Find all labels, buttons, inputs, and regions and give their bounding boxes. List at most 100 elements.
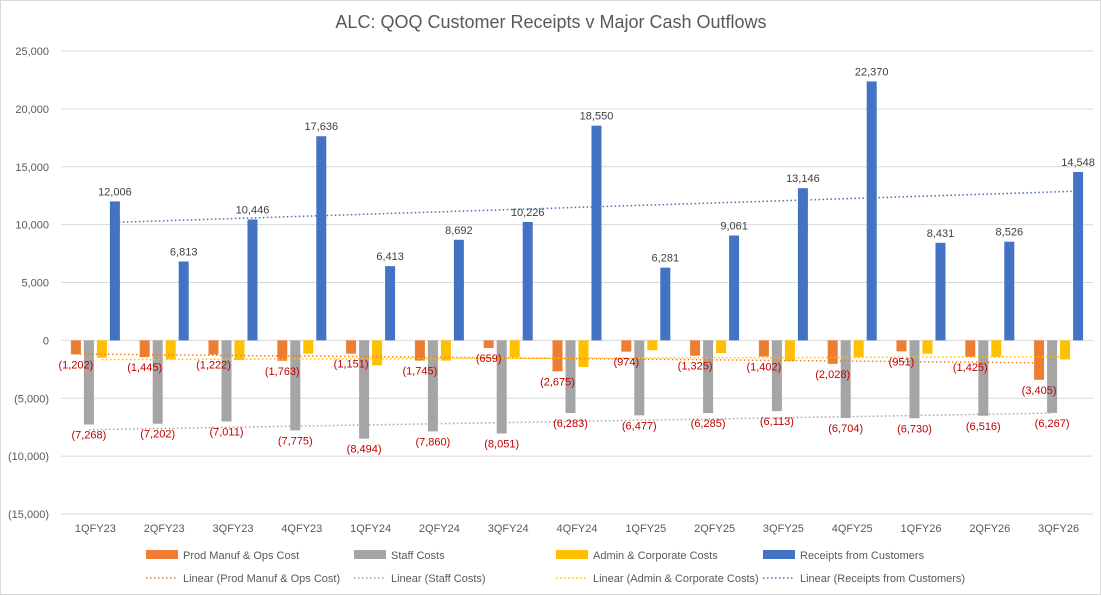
y-axis-ticks: 25,000 20,000 15,000 10,000 5,000 0 (5,000) (10…	[8, 46, 49, 521]
data-label: (1,763)	[265, 366, 300, 378]
x-tick-label: 3QFY23	[213, 523, 254, 535]
bar-staff-costs	[703, 340, 714, 414]
data-label: (7,011)	[209, 427, 243, 439]
y-tick-label: 0	[43, 335, 49, 347]
legend-entry: Prod Manuf & Ops Cost	[183, 550, 299, 562]
data-label: (1,402)	[746, 362, 781, 374]
data-label: (7,202)	[140, 429, 175, 441]
bar-receipts-from-customers	[316, 136, 327, 341]
data-label: 6,281	[652, 253, 680, 265]
x-tick-label: 1QFY24	[350, 523, 391, 535]
data-label: 10,446	[236, 204, 270, 216]
chart-title: ALC: QOQ Customer Receipts v Major Cash …	[335, 12, 766, 32]
y-tick-label: 25,000	[15, 46, 49, 58]
data-label: (6,516)	[966, 421, 1001, 433]
bar-receipts-from-customers	[109, 201, 120, 341]
bar-prod-manuf-ops-cost	[552, 340, 563, 372]
data-label: (6,285)	[691, 418, 726, 430]
data-label: 6,813	[170, 247, 198, 259]
bar-prod-manuf-ops-cost	[1034, 340, 1045, 380]
x-tick-label: 2QFY25	[694, 523, 735, 535]
bar-staff-costs	[83, 340, 94, 425]
bar-prod-manuf-ops-cost	[965, 340, 976, 357]
data-label: (3,405)	[1022, 385, 1057, 397]
x-tick-label: 1QFY25	[625, 523, 666, 535]
legend-entry: Linear (Staff Costs)	[391, 573, 486, 585]
bar-receipts-from-customers	[660, 267, 671, 341]
bar-admin-corporate-costs	[991, 340, 1002, 357]
legend-swatch	[556, 550, 588, 559]
x-tick-label: 3QFY26	[1038, 523, 1079, 535]
data-label: (6,730)	[897, 423, 932, 435]
data-label: 10,226	[511, 207, 545, 219]
bar-admin-corporate-costs	[784, 340, 795, 362]
bar-admin-corporate-costs	[165, 340, 176, 360]
bar-prod-manuf-ops-cost	[827, 340, 838, 364]
bar-admin-corporate-costs	[1060, 340, 1071, 360]
bar-admin-corporate-costs	[303, 340, 314, 354]
bar-receipts-from-customers	[1004, 241, 1015, 341]
legend-entry: Staff Costs	[391, 550, 445, 562]
bar-prod-manuf-ops-cost	[483, 340, 494, 349]
bar-receipts-from-customers	[1073, 171, 1084, 341]
bar-admin-corporate-costs	[853, 340, 864, 358]
y-tick-label: 20,000	[15, 104, 49, 116]
y-tick-label: (5,000)	[14, 393, 49, 405]
bar-admin-corporate-costs	[647, 340, 658, 351]
data-label: (1,425)	[953, 362, 988, 374]
data-label: (1,325)	[678, 361, 713, 373]
bar-receipts-from-customers	[178, 261, 189, 341]
bar-prod-manuf-ops-cost	[414, 340, 425, 361]
data-label: (659)	[476, 353, 502, 365]
bar-prod-manuf-ops-cost	[277, 340, 288, 361]
bar-admin-corporate-costs	[922, 340, 933, 354]
data-label: (8,494)	[347, 444, 382, 456]
data-label: (6,477)	[622, 420, 657, 432]
bar-prod-manuf-ops-cost	[621, 340, 632, 352]
data-label: (7,860)	[415, 436, 450, 448]
bar-staff-costs	[771, 340, 782, 412]
bar-receipts-from-customers	[729, 235, 740, 341]
bar-admin-corporate-costs	[716, 340, 727, 354]
legend-swatch	[763, 550, 795, 559]
x-tick-label: 1QFY26	[901, 523, 942, 535]
data-label: 6,413	[376, 251, 404, 263]
data-label: (2,028)	[815, 369, 850, 381]
gridlines	[61, 50, 1093, 515]
trendline-staff-costs	[88, 412, 1053, 431]
data-label: (7,268)	[71, 430, 106, 442]
bar-receipts-from-customers	[385, 266, 396, 341]
data-label: (2,675)	[540, 376, 575, 388]
trendline-prod-manuf-ops-cost	[75, 353, 1040, 364]
x-tick-label: 2QFY24	[419, 523, 460, 535]
bar-staff-costs	[427, 340, 438, 432]
legend-entry: Linear (Receipts from Customers)	[800, 573, 965, 585]
data-label: 12,006	[98, 186, 132, 198]
bar-receipts-from-customers	[522, 222, 533, 341]
legend-entry: Admin & Corporate Costs	[593, 550, 718, 562]
data-label: (8,051)	[484, 439, 519, 451]
bar-staff-costs	[978, 340, 989, 416]
bar-receipts-from-customers	[935, 242, 946, 341]
data-label: 22,370	[855, 66, 889, 78]
legend-swatch	[354, 550, 386, 559]
data-label: (7,775)	[278, 435, 313, 447]
bar-receipts-from-customers	[866, 81, 877, 341]
bar-admin-corporate-costs	[234, 340, 245, 361]
bar-prod-manuf-ops-cost	[896, 340, 907, 352]
bar-admin-corporate-costs	[96, 340, 107, 358]
data-label: (951)	[889, 356, 915, 368]
bar-staff-costs	[565, 340, 576, 414]
data-label: (1,202)	[58, 359, 93, 371]
data-label: 8,692	[445, 225, 473, 237]
legend-entry: Linear (Prod Manuf & Ops Cost)	[183, 573, 340, 585]
legend-swatch	[146, 550, 178, 559]
x-tick-label: 4QFY24	[557, 523, 598, 535]
data-label: 18,550	[580, 111, 614, 123]
data-label: (6,267)	[1035, 418, 1070, 430]
data-label: 8,431	[927, 228, 955, 240]
data-label: (6,704)	[828, 423, 863, 435]
bar-prod-manuf-ops-cost	[70, 340, 81, 355]
data-label: (974)	[613, 357, 639, 369]
x-tick-label: 3QFY25	[763, 523, 804, 535]
